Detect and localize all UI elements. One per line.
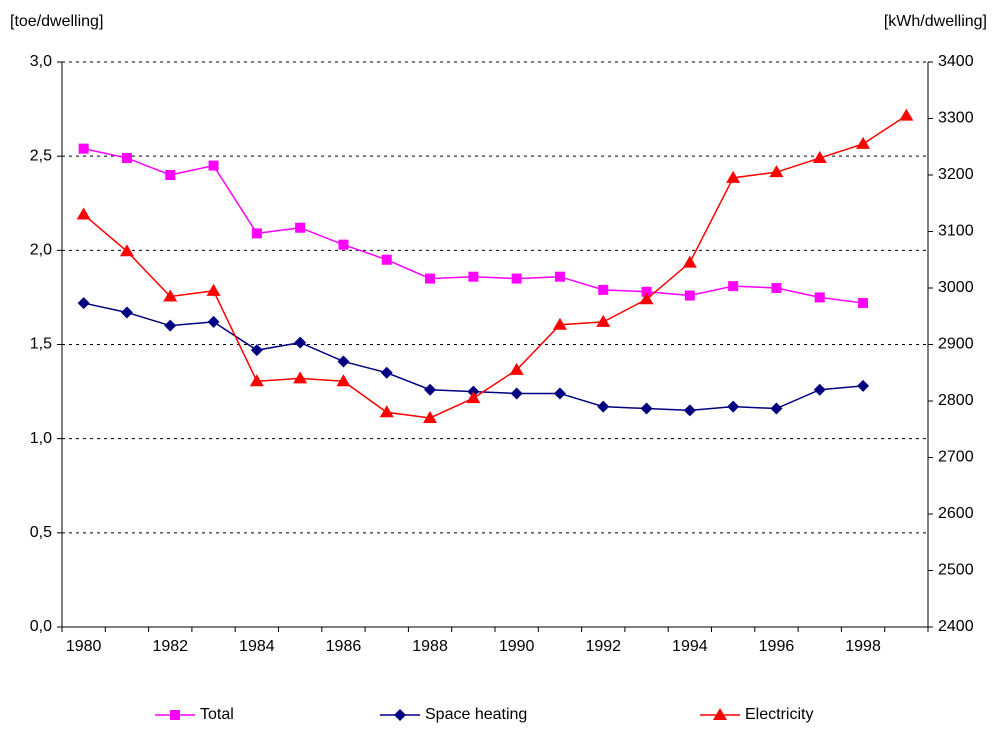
data-point [164, 319, 177, 332]
data-point [769, 165, 784, 178]
data-point [293, 371, 308, 384]
data-point [466, 391, 481, 404]
y2-tick-label: 2600 [938, 505, 974, 522]
data-point [423, 410, 438, 423]
y-tick-label: 3,0 [30, 53, 52, 70]
legend-label: Space heating [425, 706, 527, 723]
data-point [640, 402, 653, 415]
data-point [206, 283, 221, 296]
data-point [424, 383, 437, 396]
data-point [554, 271, 565, 282]
x-tick-label: 1982 [152, 638, 188, 655]
data-point [856, 136, 871, 149]
data-point [207, 315, 220, 328]
data-point [425, 273, 436, 284]
data-point [165, 170, 176, 180]
y-tick-label: 1,0 [30, 430, 52, 447]
data-point [336, 374, 351, 387]
y2-tick-label: 2400 [938, 618, 974, 635]
data-point [858, 298, 869, 309]
x-tick-label: 1996 [759, 638, 795, 655]
data-point [381, 254, 392, 265]
data-point [119, 244, 134, 257]
data-point [814, 292, 825, 303]
legend-marker [170, 710, 180, 720]
data-point [684, 290, 695, 301]
data-point [295, 222, 306, 233]
data-point [812, 151, 827, 164]
data-point [511, 273, 522, 284]
data-point [510, 387, 523, 400]
x-tick-label: 1998 [845, 638, 881, 655]
data-point [251, 228, 262, 239]
y2-tick-label: 2900 [938, 336, 974, 353]
data-point [337, 355, 350, 368]
y2-tick-label: 2800 [938, 392, 974, 409]
y-tick-label: 0,5 [30, 524, 52, 541]
data-point [380, 366, 393, 379]
data-point [770, 402, 783, 415]
y2-tick-label: 3100 [938, 223, 974, 240]
y2-axis-title: [kWh/dwelling] [884, 13, 987, 30]
data-point [121, 153, 132, 164]
data-point [899, 108, 914, 121]
data-point [78, 143, 89, 154]
data-point [683, 404, 696, 417]
x-tick-label: 1990 [499, 638, 535, 655]
legend-label: Electricity [745, 706, 813, 723]
y2-tick-label: 3400 [938, 53, 974, 70]
data-point [726, 170, 741, 183]
x-tick-label: 1986 [326, 638, 362, 655]
data-point [249, 374, 264, 387]
x-tick-label: 1980 [66, 638, 102, 655]
y-tick-label: 0,0 [30, 618, 52, 635]
data-point [813, 383, 826, 396]
data-point [639, 292, 654, 305]
data-point [294, 336, 307, 349]
data-point [120, 306, 133, 319]
legend-marker [394, 709, 406, 721]
y-tick-label: 2,0 [30, 242, 52, 259]
y2-tick-label: 2700 [938, 449, 974, 466]
y-tick-label: 1,5 [30, 336, 52, 353]
data-point [468, 271, 479, 282]
data-point [857, 379, 870, 392]
data-point [728, 281, 739, 292]
data-point [553, 387, 566, 400]
x-tick-label: 1984 [239, 638, 275, 655]
y-tick-label: 2,5 [30, 147, 52, 164]
legend-label: Total [200, 706, 234, 723]
data-point [596, 314, 611, 327]
data-point [76, 207, 91, 220]
data-point [727, 400, 740, 413]
data-point [77, 297, 90, 310]
y2-tick-label: 3200 [938, 166, 974, 183]
data-point [597, 400, 610, 413]
data-point [163, 289, 178, 302]
legend-marker [713, 708, 727, 720]
y-axis-title: [toe/dwelling] [10, 13, 103, 30]
data-point [338, 239, 349, 250]
series-line [83, 115, 907, 419]
data-point [379, 405, 394, 418]
data-point [552, 317, 567, 330]
x-tick-label: 1988 [412, 638, 448, 655]
x-tick-label: 1992 [585, 638, 621, 655]
data-point [598, 284, 609, 295]
data-point [641, 286, 652, 297]
data-point [250, 344, 263, 357]
data-point [771, 283, 782, 293]
data-point [509, 362, 524, 375]
y2-tick-label: 2500 [938, 562, 974, 579]
x-tick-label: 1994 [672, 638, 708, 655]
y2-tick-label: 3000 [938, 279, 974, 296]
data-point [208, 160, 219, 171]
y2-tick-label: 3300 [938, 110, 974, 127]
data-point [682, 255, 697, 268]
